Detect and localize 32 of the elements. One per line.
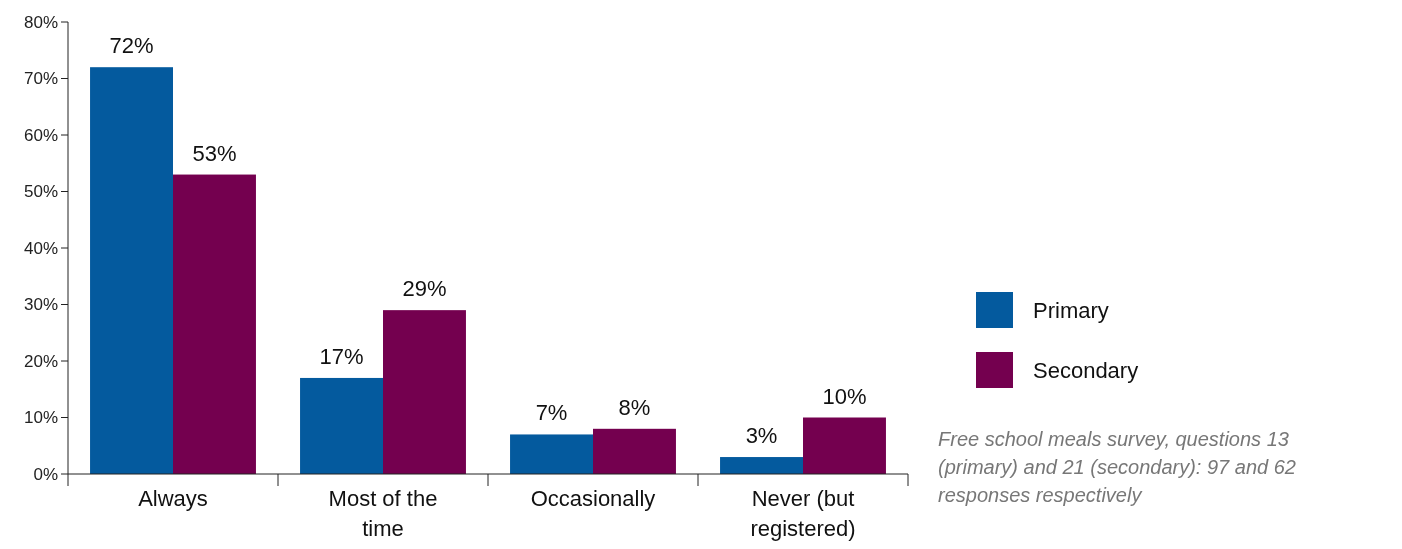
y-tick-label: 30% (23, 295, 58, 315)
x-tick-label: Never (but registered) (750, 486, 856, 541)
bar (90, 67, 173, 474)
x-tick-label: Most of the time (328, 486, 438, 541)
bar (383, 310, 466, 474)
x-tick-label: Always (138, 486, 208, 511)
y-tick-label: 10% (23, 408, 58, 428)
data-label: 3% (745, 423, 778, 449)
bar (720, 457, 803, 474)
legend-label: Primary (1033, 297, 1109, 323)
data-label: 8% (618, 394, 651, 420)
bar (300, 377, 383, 474)
bar (803, 417, 886, 474)
data-label: 72% (109, 33, 154, 59)
data-label: 17% (319, 343, 364, 369)
data-label: 10% (822, 383, 867, 409)
bar (510, 434, 593, 474)
y-tick-label: 60% (23, 125, 58, 145)
x-tick-label: Occasionally (530, 486, 656, 511)
text: Free school meals survey, questions 13 (primary) and 21 (secondary): 97 and 62 responses respectively (938, 428, 1296, 506)
y-tick-label: 0% (33, 464, 58, 484)
y-tick-label: 70% (23, 69, 58, 89)
y-tick-label: 80% (23, 12, 58, 32)
data-label: 7% (535, 400, 568, 426)
bar (593, 428, 676, 474)
y-tick-label: 20% (23, 351, 58, 371)
y-tick-label: 40% (23, 238, 58, 258)
legend-label: Secondary (1033, 357, 1139, 383)
data-label: 29% (402, 276, 447, 302)
bar (173, 174, 256, 474)
data-label: 53% (192, 140, 237, 166)
y-tick-label: 50% (23, 182, 58, 202)
